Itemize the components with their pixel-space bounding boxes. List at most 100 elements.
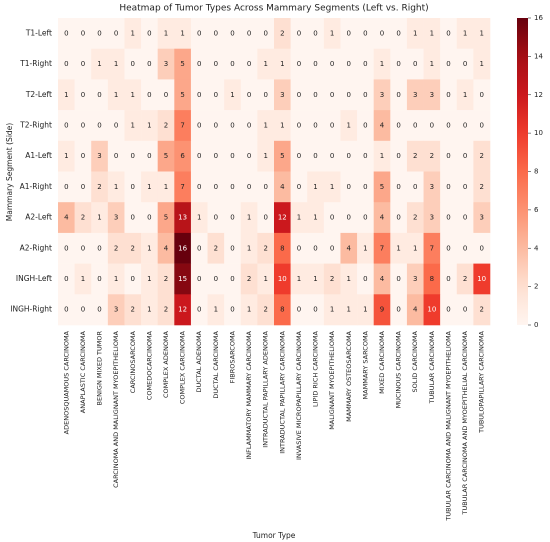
cell-label: 0: [197, 29, 201, 37]
cell-label: 0: [214, 152, 218, 160]
heatmap-cell: [240, 294, 258, 326]
cell-label: 1: [131, 29, 135, 37]
colorbar-tick-label: 6: [534, 206, 539, 214]
heatmap-cell: [440, 171, 458, 203]
heatmap-cell: [257, 79, 275, 111]
cell-label: 0: [330, 244, 334, 252]
cell-label: 1: [147, 121, 151, 129]
heatmap-cell: [190, 140, 208, 172]
cell-label: 0: [396, 306, 400, 314]
heatmap-cell: [224, 171, 242, 203]
heatmap-cell: [357, 232, 374, 264]
cell-label: 8: [280, 306, 284, 314]
cell-label: 0: [446, 152, 450, 160]
cell-label: 5: [164, 214, 168, 222]
heatmap-cell: [323, 202, 341, 234]
heatmap-cell: [190, 171, 208, 203]
heatmap-cell: [141, 79, 158, 111]
x-tick-label: DUCTAL CARCINOMA: [212, 330, 220, 398]
cell-label: 0: [297, 121, 301, 129]
heatmap-cell: [373, 140, 391, 172]
cell-label: 2: [479, 306, 483, 314]
cell-label: 0: [396, 183, 400, 191]
heatmap-cell: [323, 110, 341, 142]
heatmap-cell: [91, 202, 109, 234]
cell-label: 0: [313, 244, 317, 252]
heatmap-cell: [240, 110, 258, 142]
heatmap-cell: [307, 110, 325, 142]
heatmap-cell: [423, 48, 441, 80]
cell-label: 0: [64, 183, 68, 191]
cell-label: 0: [263, 214, 267, 222]
heatmap-cell: [406, 18, 424, 49]
heatmap-cell: [373, 232, 391, 264]
cell-label: 0: [347, 152, 351, 160]
heatmap-cell: [141, 18, 158, 49]
cell-label: 0: [396, 275, 400, 283]
cell-label: 0: [363, 121, 367, 129]
cell-label: 0: [247, 121, 251, 129]
cell-label: 0: [446, 29, 450, 37]
heatmap-cell: [473, 140, 491, 172]
heatmap-cell: [257, 48, 275, 80]
cell-label: 0: [230, 121, 234, 129]
cell-label: 0: [446, 91, 450, 99]
cell-label: 0: [363, 183, 367, 191]
x-tick-label: MAMMARY SARCOMA: [361, 330, 369, 399]
cell-label: 0: [263, 183, 267, 191]
cell-label: 0: [396, 121, 400, 129]
heatmap-cell: [340, 140, 358, 172]
cell-label: 0: [247, 91, 251, 99]
cell-label: 0: [131, 60, 135, 68]
heatmap-cell: [423, 140, 441, 172]
heatmap-cell: [207, 202, 225, 234]
x-tick-label: TUBULOPAPILLARY CARCINOMA: [478, 330, 486, 433]
cell-label: 1: [330, 306, 334, 314]
cell-label: 1: [263, 60, 267, 68]
heatmap-cell: [406, 232, 424, 264]
cell-label: 0: [363, 91, 367, 99]
heatmap-cell: [91, 110, 109, 142]
heatmap-cell: [456, 202, 474, 234]
cell-label: 1: [64, 91, 68, 99]
y-tick-label: T1-Right: [19, 59, 52, 68]
heatmap-cell: [274, 171, 291, 203]
cell-label: 2: [81, 214, 85, 222]
cell-label: 1: [114, 275, 118, 283]
cell-label: 1: [114, 60, 118, 68]
heatmap-cell: [390, 294, 408, 326]
heatmap-cell: [58, 202, 75, 234]
cell-label: 0: [131, 183, 135, 191]
cell-label: 0: [297, 306, 301, 314]
cell-label: 0: [197, 91, 201, 99]
heatmap-cell: [224, 294, 242, 326]
cell-label: 0: [64, 306, 68, 314]
cell-label: 0: [347, 60, 351, 68]
heatmap-cell: [257, 110, 275, 142]
cell-label: 0: [363, 214, 367, 222]
heatmap-cell: [473, 232, 491, 264]
cell-label: 7: [180, 121, 184, 129]
heatmap-cell: [74, 110, 92, 142]
heatmap-cell: [423, 18, 441, 49]
heatmap-cell: [290, 110, 308, 142]
cell-label: 0: [230, 275, 234, 283]
heatmap-cell: [307, 294, 325, 326]
cell-label: 0: [463, 60, 467, 68]
heatmap-cell: [174, 232, 192, 264]
cell-label: 0: [147, 60, 151, 68]
heatmap-cell: [74, 79, 92, 111]
cell-label: 0: [446, 244, 450, 252]
heatmap-cell: [157, 48, 175, 80]
heatmap-cell: [323, 171, 341, 203]
cell-label: 0: [413, 121, 417, 129]
y-tick-label: A1-Right: [20, 182, 52, 191]
heatmap-cell: [307, 140, 325, 172]
heatmap-cell: [190, 110, 208, 142]
x-tick-label: BENIGN MIXED TUMOR: [96, 331, 104, 406]
cell-label: 0: [446, 60, 450, 68]
cell-label: 2: [164, 306, 168, 314]
heatmap-cell: [357, 202, 374, 234]
cell-label: 1: [114, 183, 118, 191]
cell-label: 0: [396, 60, 400, 68]
